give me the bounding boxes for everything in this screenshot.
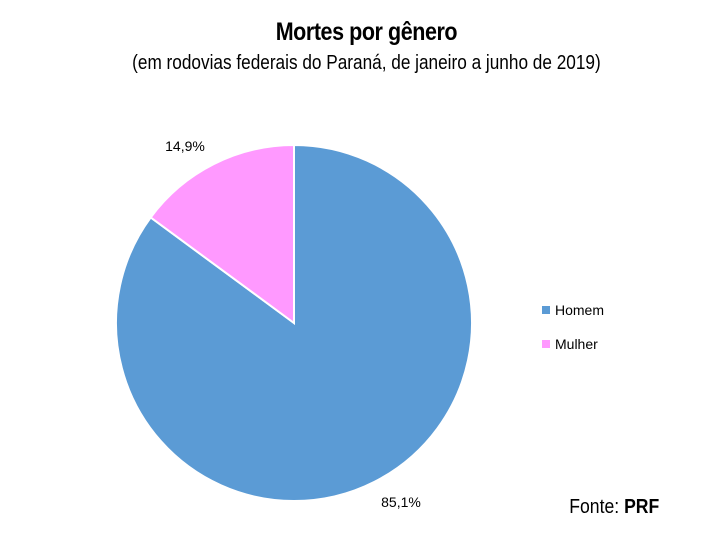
pie-slice-mulher (149, 143, 295, 325)
source-note: Fonte: PRF (569, 496, 659, 519)
data-label-mulher: 14,9% (165, 138, 205, 154)
legend-label-homem: Homem (555, 302, 604, 318)
legend-swatch-homem (542, 306, 550, 314)
pie-slice-homem (115, 143, 473, 502)
data-label-homem: 85,1% (381, 494, 421, 510)
source-name: PRF (623, 496, 659, 518)
source-prefix: Fonte: (569, 496, 619, 518)
chart-subtitle: (em rodovias federais do Paraná, de jane… (132, 52, 601, 74)
chart-title: Mortes por gênero (275, 18, 458, 46)
legend-label-mulher: Mulher (555, 336, 598, 352)
legend-swatch-mulher (542, 340, 550, 348)
